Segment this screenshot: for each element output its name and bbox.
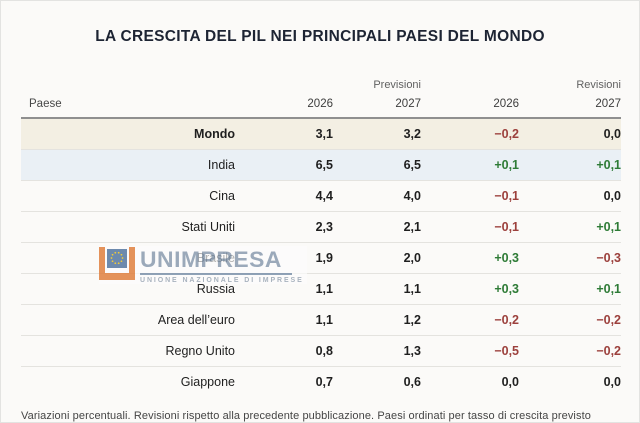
table-row: Brasile 1,9 2,0 +0,3 −0,3 bbox=[21, 242, 621, 274]
cell-rev-2027: −0,2 bbox=[519, 335, 621, 367]
cell-rev-2026: +0,1 bbox=[421, 149, 519, 181]
cell-prev-2026: 1,1 bbox=[235, 304, 333, 336]
cell-rev-2026: −0,1 bbox=[421, 180, 519, 212]
table-row: Giappone 0,7 0,6 0,0 0,0 bbox=[21, 367, 621, 398]
cell-rev-2027: −0,2 bbox=[519, 304, 621, 336]
cell-rev-2027: 0,0 bbox=[519, 118, 621, 150]
page-title: LA CRESCITA DEL PIL NEI PRINCIPALI PAESI… bbox=[95, 28, 545, 45]
cell-prev-2026: 0,7 bbox=[315, 375, 333, 389]
cell-country: Mondo bbox=[21, 118, 235, 150]
cell-prev-2026: 2,3 bbox=[235, 211, 333, 243]
cell-prev-2027: 1,3 bbox=[333, 335, 421, 367]
cell-prev-2026: 3,1 bbox=[235, 118, 333, 150]
cell-rev-2026: −0,1 bbox=[421, 211, 519, 243]
cell-prev-2027: 2,0 bbox=[333, 242, 421, 274]
cell-prev-2026: 0,8 bbox=[235, 335, 333, 367]
cell-country: Stati Uniti bbox=[21, 211, 235, 243]
cell-prev-2027: 1,1 bbox=[333, 273, 421, 305]
cell-prev-2027: 0,6 bbox=[403, 375, 421, 389]
cell-prev-2027: 6,5 bbox=[333, 149, 421, 181]
table-row: Cina 4,4 4,0 −0,1 0,0 bbox=[21, 180, 621, 212]
cell-rev-2026: +0,3 bbox=[421, 242, 519, 274]
table-row: Mondo 3,1 3,2 −0,2 0,0 bbox=[21, 118, 621, 150]
cell-rev-2027: +0,1 bbox=[519, 273, 621, 305]
group-header-previsioni: Previsioni bbox=[373, 79, 421, 91]
table-row: Stati Uniti 2,3 2,1 −0,1 +0,1 bbox=[21, 211, 621, 243]
cell-country: Giappone bbox=[180, 375, 235, 389]
cell-prev-2026: 1,9 bbox=[235, 242, 333, 274]
cell-country: India bbox=[21, 149, 235, 181]
group-header-row: Previsioni Revisioni bbox=[21, 71, 621, 91]
table-row: Area dell’euro 1,1 1,2 −0,2 −0,2 bbox=[21, 304, 621, 336]
cell-country: Area dell’euro bbox=[21, 304, 235, 336]
cell-prev-2026: 6,5 bbox=[235, 149, 333, 181]
cell-rev-2026: +0,3 bbox=[421, 273, 519, 305]
cell-prev-2026: 4,4 bbox=[235, 180, 333, 212]
footnote: Variazioni percentuali. Revisioni rispet… bbox=[21, 410, 591, 422]
cell-prev-2027: 2,1 bbox=[333, 211, 421, 243]
cell-country: Cina bbox=[21, 180, 235, 212]
cell-country: Regno Unito bbox=[21, 335, 235, 367]
cell-rev-2026: −0,2 bbox=[421, 304, 519, 336]
column-header-prev-2027: 2027 bbox=[333, 91, 421, 119]
column-header-paese: Paese bbox=[21, 91, 235, 119]
cell-country: Brasile bbox=[21, 242, 235, 274]
spacer-cell bbox=[235, 71, 333, 91]
cell-prev-2026: 1,1 bbox=[235, 273, 333, 305]
spacer-cell bbox=[421, 71, 519, 91]
cell-rev-2026: −0,2 bbox=[421, 118, 519, 150]
cell-rev-2027: +0,1 bbox=[519, 211, 621, 243]
gdp-table: Previsioni Revisioni Paese 2026 2027 202… bbox=[21, 71, 621, 397]
spacer-cell bbox=[21, 71, 235, 91]
cell-prev-2027: 3,2 bbox=[333, 118, 421, 150]
table-row: India 6,5 6,5 +0,1 +0,1 bbox=[21, 149, 621, 181]
cell-prev-2027: 1,2 bbox=[333, 304, 421, 336]
cell-rev-2027: +0,1 bbox=[519, 149, 621, 181]
table-row: Russia 1,1 1,1 +0,3 +0,1 bbox=[21, 273, 621, 305]
cell-rev-2027: −0,3 bbox=[519, 242, 621, 274]
column-header-rev-2026: 2026 bbox=[421, 91, 519, 119]
cell-country: Russia bbox=[21, 273, 235, 305]
cell-rev-2027: 0,0 bbox=[603, 375, 621, 389]
table-row: Regno Unito 0,8 1,3 −0,5 −0,2 bbox=[21, 335, 621, 367]
cell-rev-2027: 0,0 bbox=[519, 180, 621, 212]
cell-prev-2027: 4,0 bbox=[333, 180, 421, 212]
cell-rev-2026: −0,5 bbox=[421, 335, 519, 367]
column-header-row: Paese 2026 2027 2026 2027 bbox=[21, 91, 621, 119]
group-header-revisioni: Revisioni bbox=[576, 79, 621, 91]
column-header-rev-2027: 2027 bbox=[519, 91, 621, 119]
cell-rev-2026: 0,0 bbox=[501, 375, 519, 389]
column-header-prev-2026: 2026 bbox=[235, 91, 333, 119]
